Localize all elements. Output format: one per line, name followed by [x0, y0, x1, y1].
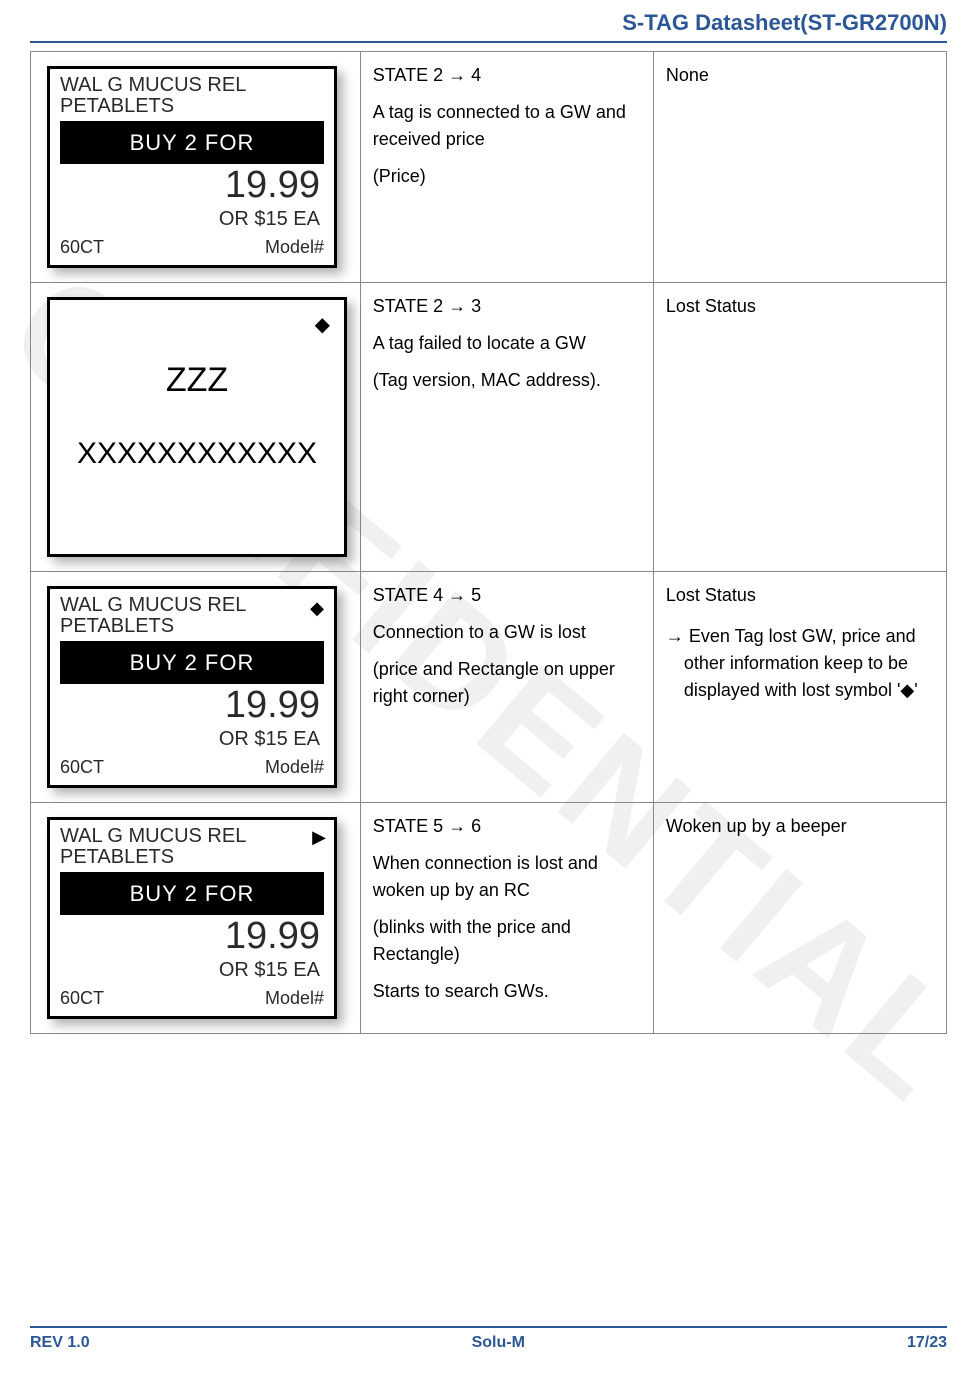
state-table: WAL G MUCUS REL PETABLETS BUY 2 FOR 19.9…: [30, 51, 947, 1034]
footer-company: Solu-M: [472, 1334, 525, 1352]
product-name-line1: WAL G MUCUS REL: [60, 595, 324, 616]
price-value: 19.99: [60, 166, 324, 204]
lost-diamond-icon: ◆: [310, 595, 324, 622]
qty-label: 60CT: [60, 234, 104, 261]
status-note: → Even Tag lost GW, price and other info…: [684, 623, 934, 704]
product-name-line1: WAL G MUCUS REL: [60, 826, 324, 847]
product-name-line1: WAL G MUCUS REL: [60, 75, 324, 96]
state-description-extra: (blinks with the price and Rectangle): [373, 914, 641, 968]
state-description-extra: (Price): [373, 163, 641, 190]
tag-mock-price: WAL G MUCUS REL PETABLETS BUY 2 FOR 19.9…: [47, 66, 337, 268]
description-cell: STATE 2 → 4 A tag is connected to a GW a…: [360, 52, 653, 283]
table-row: WAL G MUCUS REL PETABLETS BUY 2 FOR 19.9…: [31, 52, 947, 283]
qty-label: 60CT: [60, 985, 104, 1012]
buy-bar: BUY 2 FOR: [60, 121, 324, 164]
status-text: None: [666, 62, 934, 89]
product-name-line2: PETABLETS: [60, 847, 324, 868]
status-text: Lost Status: [666, 582, 934, 609]
buy-bar: BUY 2 FOR: [60, 872, 324, 915]
table-row: ▶ WAL G MUCUS REL PETABLETS BUY 2 FOR 19…: [31, 803, 947, 1034]
lost-triangle-icon: ▶: [312, 824, 326, 851]
state-description-extra: (price and Rectangle on upper right corn…: [373, 656, 641, 710]
status-cell: Woken up by a beeper: [653, 803, 946, 1034]
state-transition: STATE 5 → 6: [373, 813, 641, 840]
image-cell: WAL G MUCUS REL PETABLETS BUY 2 FOR 19.9…: [31, 52, 361, 283]
state-description: Connection to a GW is lost: [373, 619, 641, 646]
status-text: Woken up by a beeper: [666, 813, 934, 840]
tag-mock-price-woken: ▶ WAL G MUCUS REL PETABLETS BUY 2 FOR 19…: [47, 817, 337, 1019]
tag-mock-price-lost: ◆ WAL G MUCUS REL PETABLETS BUY 2 FOR 19…: [47, 586, 337, 788]
buy-bar: BUY 2 FOR: [60, 641, 324, 684]
price-value: 19.99: [60, 686, 324, 724]
product-name-line2: PETABLETS: [60, 616, 324, 637]
product-name-line2: PETABLETS: [60, 96, 324, 117]
tag-mac: XXXXXXXXXXXX: [60, 431, 334, 476]
qty-label: 60CT: [60, 754, 104, 781]
state-transition: STATE 4 → 5: [373, 582, 641, 609]
state-description: A tag failed to locate a GW: [373, 330, 641, 357]
model-label: Model#: [265, 754, 324, 781]
page-title: S-TAG Datasheet(ST-GR2700N): [622, 10, 947, 36]
image-cell: ◆ ZZZ XXXXXXXXXXXX: [31, 283, 361, 572]
page-footer: REV 1.0 Solu-M 17/23: [30, 1326, 947, 1352]
footer-page: 17/23: [907, 1334, 947, 1352]
status-cell: Lost Status → Even Tag lost GW, price an…: [653, 572, 946, 803]
header-rule: [30, 41, 947, 43]
state-transition: STATE 2 → 4: [373, 62, 641, 89]
description-cell: STATE 4 → 5 Connection to a GW is lost (…: [360, 572, 653, 803]
table-row: ◆ WAL G MUCUS REL PETABLETS BUY 2 FOR 19…: [31, 572, 947, 803]
description-cell: STATE 2 → 3 A tag failed to locate a GW …: [360, 283, 653, 572]
state-description-extra: (Tag version, MAC address).: [373, 367, 641, 394]
tag-version: ZZZ: [60, 355, 334, 406]
footer-rule: [30, 1326, 947, 1328]
ea-line: OR $15 EA: [60, 724, 324, 754]
state-description: When connection is lost and woken up by …: [373, 850, 641, 904]
lost-diamond-icon: ◆: [315, 310, 330, 340]
image-cell: ◆ WAL G MUCUS REL PETABLETS BUY 2 FOR 19…: [31, 572, 361, 803]
state-transition: STATE 2 → 3: [373, 293, 641, 320]
model-label: Model#: [265, 234, 324, 261]
state-description-extra2: Starts to search GWs.: [373, 978, 641, 1005]
status-cell: None: [653, 52, 946, 283]
footer-rev: REV 1.0: [30, 1334, 90, 1352]
tag-mock-lost: ◆ ZZZ XXXXXXXXXXXX: [47, 297, 347, 557]
table-row: ◆ ZZZ XXXXXXXXXXXX STATE 2 → 3 A tag fai…: [31, 283, 947, 572]
page-header: S-TAG Datasheet(ST-GR2700N): [30, 0, 947, 41]
price-value: 19.99: [60, 917, 324, 955]
status-cell: Lost Status: [653, 283, 946, 572]
description-cell: STATE 5 → 6 When connection is lost and …: [360, 803, 653, 1034]
image-cell: ▶ WAL G MUCUS REL PETABLETS BUY 2 FOR 19…: [31, 803, 361, 1034]
status-text: Lost Status: [666, 293, 934, 320]
ea-line: OR $15 EA: [60, 955, 324, 985]
ea-line: OR $15 EA: [60, 204, 324, 234]
model-label: Model#: [265, 985, 324, 1012]
state-description: A tag is connected to a GW and received …: [373, 99, 641, 153]
